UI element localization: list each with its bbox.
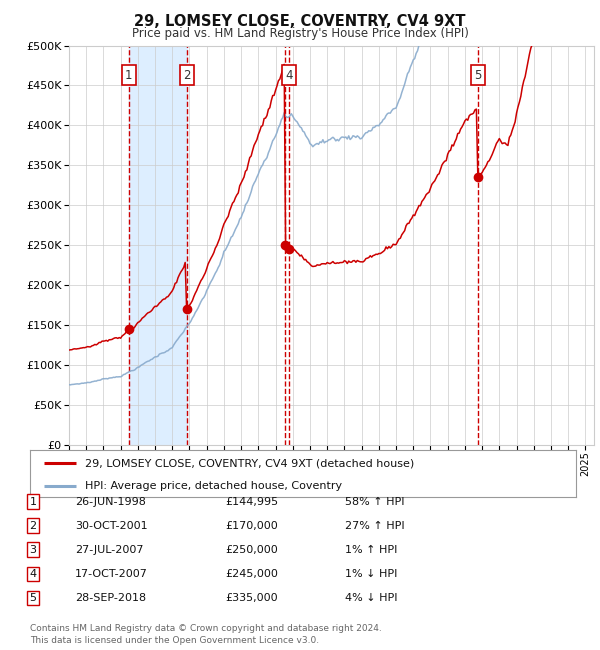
Text: 17-OCT-2007: 17-OCT-2007 bbox=[75, 569, 148, 579]
Text: 2: 2 bbox=[29, 521, 37, 531]
Bar bbox=[129, 46, 187, 445]
Text: 2: 2 bbox=[183, 69, 190, 82]
Text: 29, LOMSEY CLOSE, COVENTRY, CV4 9XT: 29, LOMSEY CLOSE, COVENTRY, CV4 9XT bbox=[134, 14, 466, 29]
Text: Price paid vs. HM Land Registry's House Price Index (HPI): Price paid vs. HM Land Registry's House … bbox=[131, 27, 469, 40]
Text: £144,995: £144,995 bbox=[225, 497, 278, 507]
Text: 3: 3 bbox=[29, 545, 37, 555]
Text: 4: 4 bbox=[29, 569, 37, 579]
Text: £335,000: £335,000 bbox=[225, 593, 278, 603]
Text: 1: 1 bbox=[29, 497, 37, 507]
Text: 28-SEP-2018: 28-SEP-2018 bbox=[75, 593, 146, 603]
Text: 27-JUL-2007: 27-JUL-2007 bbox=[75, 545, 143, 555]
Text: HPI: Average price, detached house, Coventry: HPI: Average price, detached house, Cove… bbox=[85, 480, 342, 491]
Text: £245,000: £245,000 bbox=[225, 569, 278, 579]
Text: £250,000: £250,000 bbox=[225, 545, 278, 555]
Text: 58% ↑ HPI: 58% ↑ HPI bbox=[345, 497, 404, 507]
Text: 26-JUN-1998: 26-JUN-1998 bbox=[75, 497, 146, 507]
Text: 1% ↑ HPI: 1% ↑ HPI bbox=[345, 545, 397, 555]
Text: 27% ↑ HPI: 27% ↑ HPI bbox=[345, 521, 404, 531]
Text: 1% ↓ HPI: 1% ↓ HPI bbox=[345, 569, 397, 579]
Text: 4% ↓ HPI: 4% ↓ HPI bbox=[345, 593, 398, 603]
Text: 29, LOMSEY CLOSE, COVENTRY, CV4 9XT (detached house): 29, LOMSEY CLOSE, COVENTRY, CV4 9XT (det… bbox=[85, 458, 414, 468]
Text: 1: 1 bbox=[125, 69, 133, 82]
Text: 5: 5 bbox=[29, 593, 37, 603]
Text: £170,000: £170,000 bbox=[225, 521, 278, 531]
Text: 30-OCT-2001: 30-OCT-2001 bbox=[75, 521, 148, 531]
Text: 4: 4 bbox=[286, 69, 293, 82]
Text: 5: 5 bbox=[474, 69, 481, 82]
Text: Contains HM Land Registry data © Crown copyright and database right 2024.
This d: Contains HM Land Registry data © Crown c… bbox=[30, 624, 382, 645]
